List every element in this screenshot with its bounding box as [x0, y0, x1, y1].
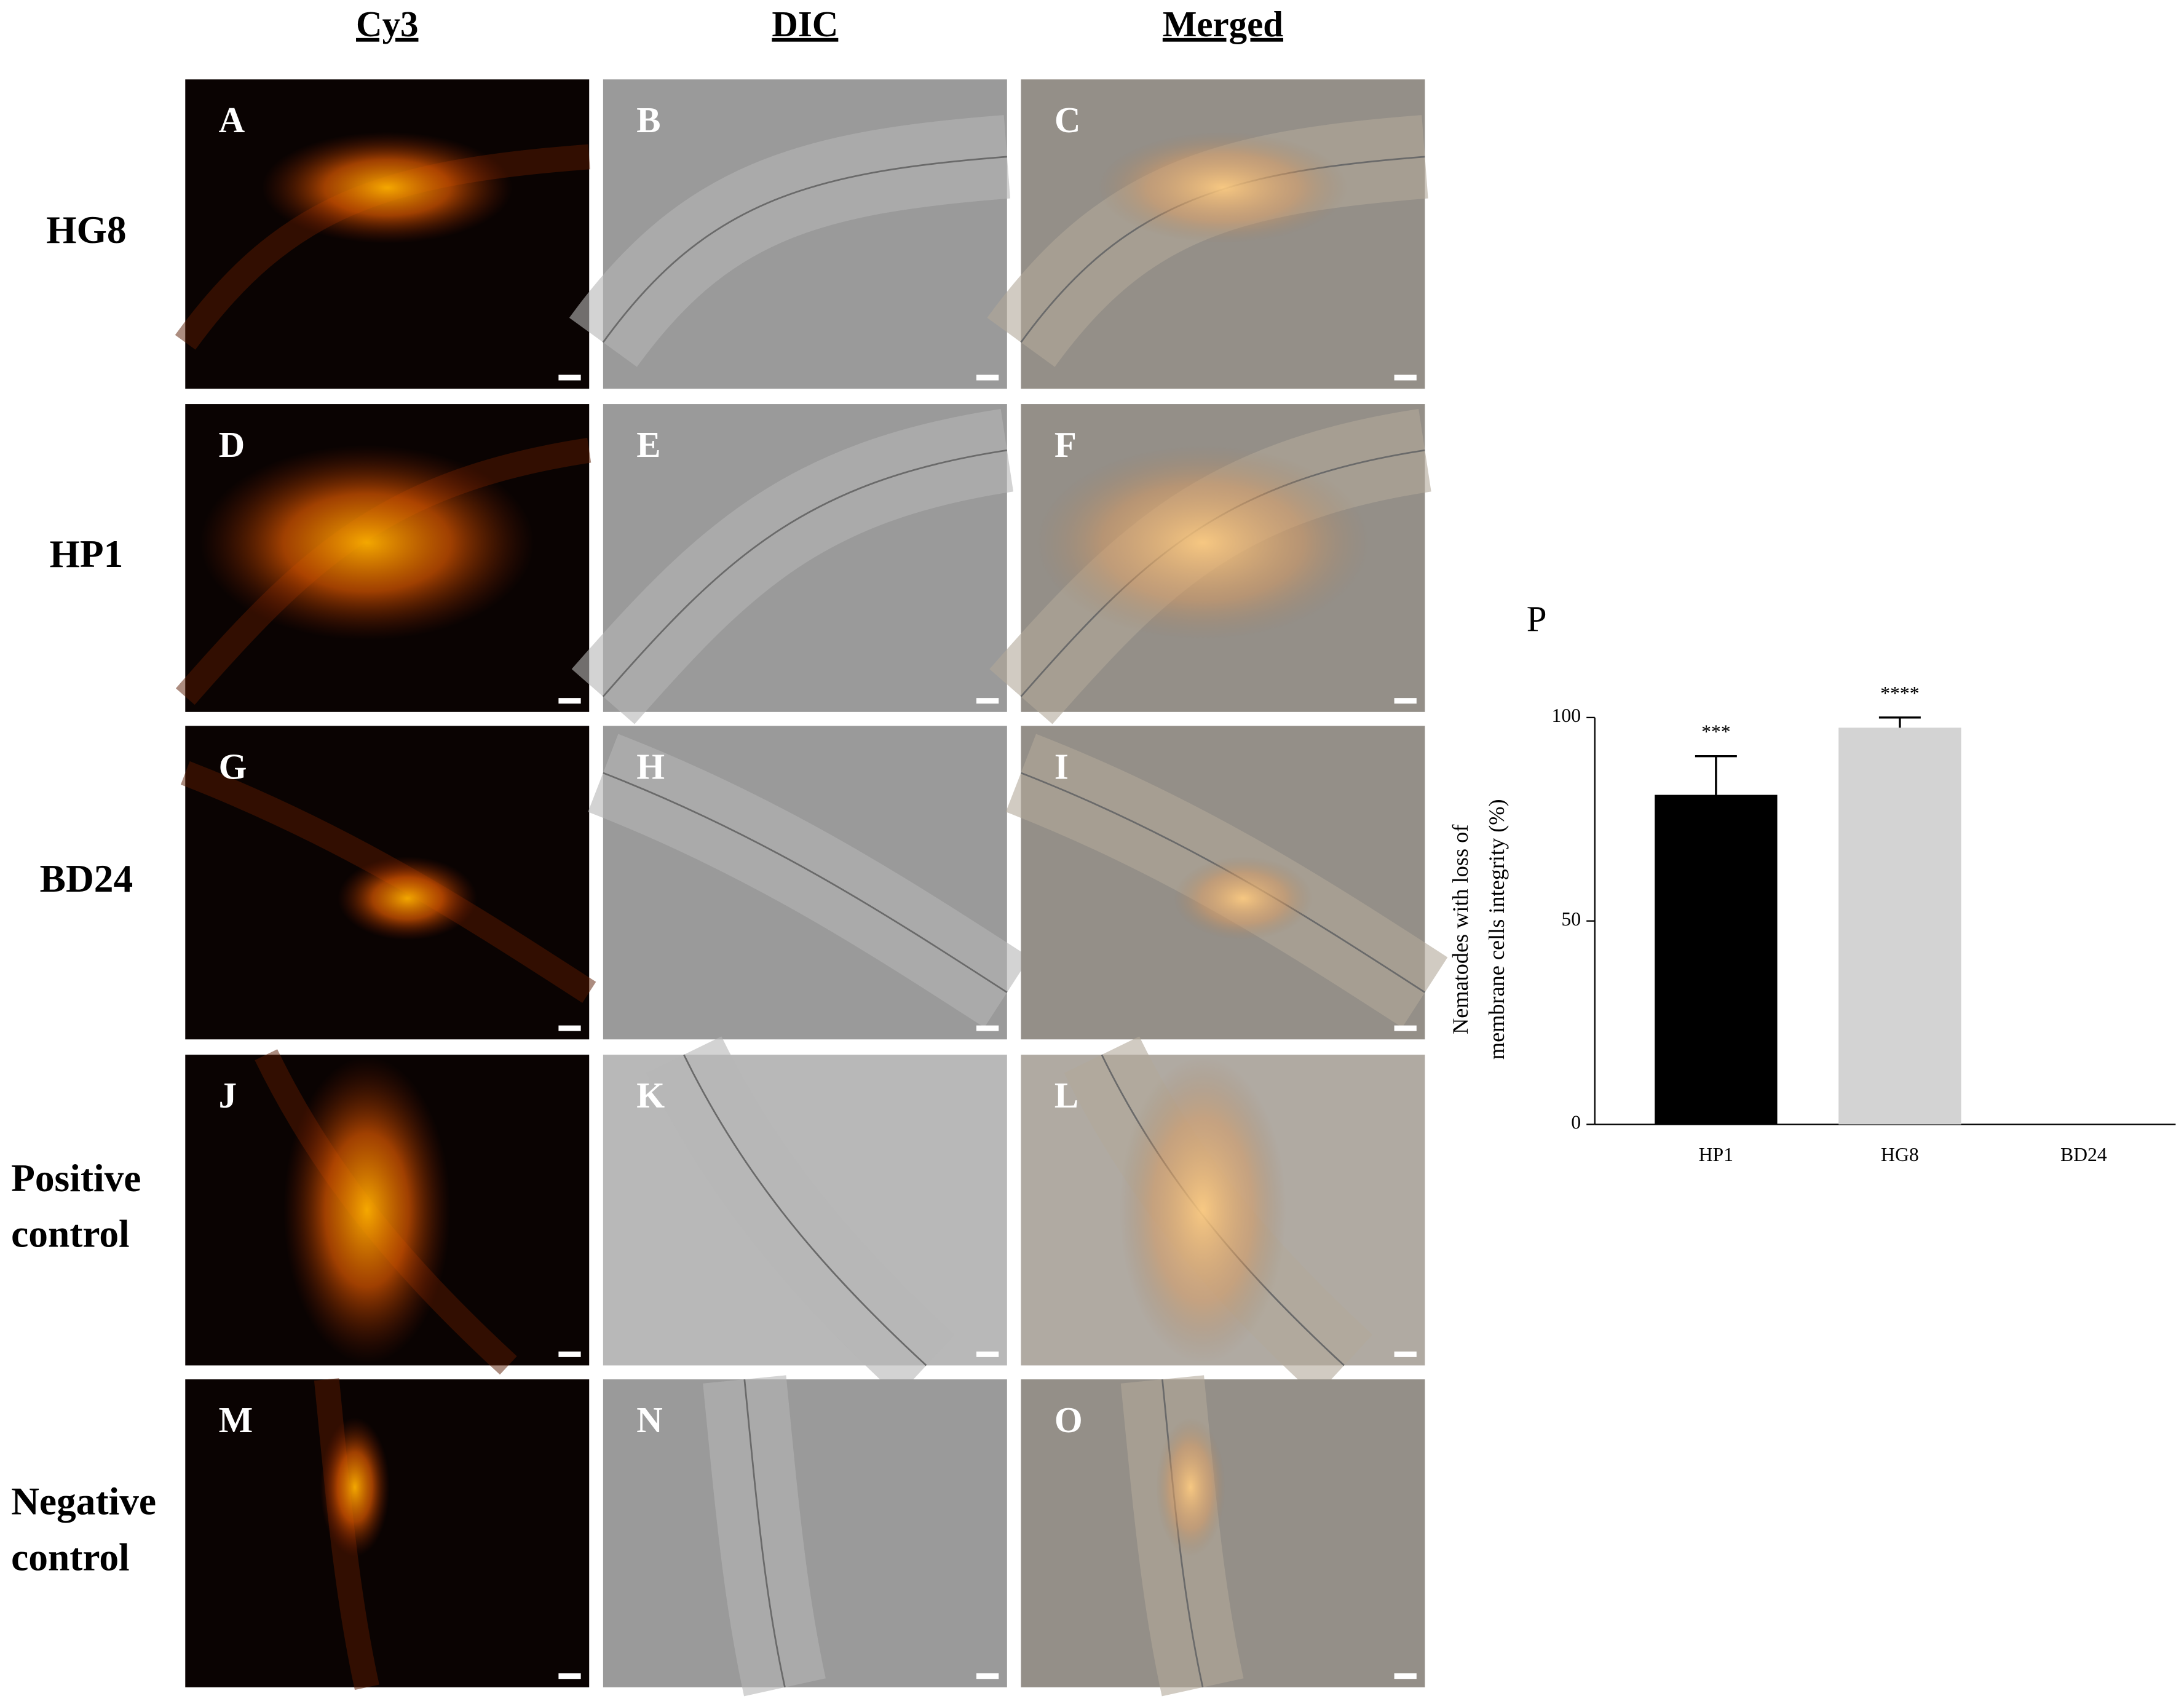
- y-axis-label: Nematodes with loss of: [1448, 824, 1473, 1034]
- error-bar: [1695, 755, 1737, 795]
- column-header: Merged: [1163, 4, 1283, 44]
- panel-label: P: [1527, 599, 1547, 639]
- row-label: HG8: [46, 208, 126, 252]
- scale-bar: [976, 1673, 999, 1679]
- y-tick-label: 0: [1571, 1112, 1581, 1133]
- fluorescence: [320, 1417, 390, 1557]
- x-tick-label: HG8: [1881, 1144, 1919, 1165]
- significance-label: ****: [1880, 683, 1919, 704]
- y-tick-label: 50: [1561, 908, 1581, 930]
- scale-bar: [976, 374, 999, 381]
- micrograph: I: [1005, 726, 1448, 1040]
- row-label: control: [11, 1212, 130, 1256]
- bar: [1838, 727, 1961, 1125]
- bar: [1655, 795, 1778, 1125]
- panel-letter: G: [219, 747, 247, 787]
- row-label: HP1: [50, 532, 124, 576]
- x-tick-label: HP1: [1699, 1144, 1733, 1165]
- micrograph: E: [571, 404, 1014, 724]
- micrograph: M: [185, 1378, 590, 1690]
- fluorescence: [1155, 1417, 1226, 1557]
- micrograph: K: [603, 1036, 1007, 1397]
- scale-bar: [976, 1025, 999, 1031]
- panel-letter: E: [636, 425, 660, 465]
- fluorescence: [1119, 1056, 1287, 1364]
- micrograph: D: [175, 404, 592, 712]
- panel-letter: A: [219, 100, 245, 140]
- panel-letter: O: [1054, 1400, 1083, 1440]
- fluorescence: [283, 1056, 451, 1364]
- scale-bar: [558, 1673, 581, 1679]
- worm-outline: [602, 156, 1007, 343]
- scale-bar: [558, 698, 581, 704]
- scale-bar: [1394, 1025, 1417, 1031]
- micrograph: C: [987, 79, 1428, 389]
- scale-bar: [1394, 1351, 1417, 1357]
- fluorescence: [1098, 132, 1348, 244]
- panel-letter: M: [219, 1400, 253, 1440]
- micrograph: B: [569, 79, 1011, 389]
- micrograph: J: [185, 1049, 590, 1375]
- column-header: DIC: [772, 4, 838, 44]
- micrograph: L: [1021, 1036, 1425, 1397]
- row-label: Positive: [11, 1156, 141, 1200]
- fluorescence: [1173, 856, 1313, 940]
- micrograph-background: [185, 1379, 590, 1687]
- micrograph: G: [180, 726, 596, 1040]
- scale-bar: [976, 1351, 999, 1357]
- y-tick-label: 100: [1552, 705, 1581, 726]
- fluorescence: [261, 132, 513, 244]
- scale-bar: [1394, 698, 1417, 704]
- worm-outline: [743, 1379, 786, 1688]
- scale-bar: [558, 1351, 581, 1357]
- panel-letter: B: [636, 100, 660, 140]
- scale-bar: [558, 1025, 581, 1031]
- worm-outline: [602, 449, 1008, 697]
- x-tick-label: BD24: [2060, 1144, 2107, 1165]
- fluorescence: [338, 856, 477, 940]
- micrograph: A: [175, 79, 590, 389]
- panel-letter: F: [1054, 425, 1077, 465]
- scale-bar: [976, 698, 999, 704]
- micrograph: O: [1021, 1375, 1425, 1697]
- fluorescence: [1035, 445, 1370, 640]
- row-label: Negative: [11, 1480, 156, 1523]
- scale-bar: [1394, 1673, 1417, 1679]
- micrograph: N: [603, 1375, 1007, 1697]
- panel-letter: D: [219, 425, 245, 465]
- column-header: Cy3: [356, 4, 418, 44]
- fluorescence: [200, 445, 534, 640]
- y-axis-label: membrane cells integrity (%): [1484, 799, 1509, 1060]
- panel-letter: N: [636, 1400, 663, 1440]
- error-bar: [1878, 716, 1921, 728]
- worm-outline: [683, 1054, 927, 1366]
- row-label: control: [11, 1535, 130, 1579]
- row-label: BD24: [40, 857, 133, 900]
- panel-letter: H: [636, 747, 665, 787]
- scale-bar: [1394, 374, 1417, 381]
- micrograph: H: [588, 726, 1030, 1040]
- worm-outline: [603, 772, 1008, 993]
- panel-letter: I: [1054, 747, 1069, 787]
- significance-label: ***: [1701, 721, 1731, 743]
- panel-letter: C: [1054, 100, 1081, 140]
- scale-bar: [558, 374, 581, 381]
- panel-letter: K: [636, 1076, 665, 1116]
- panel-letter: L: [1054, 1076, 1078, 1116]
- micrograph: F: [989, 404, 1431, 724]
- panel-letter: J: [219, 1076, 237, 1116]
- worm-body: [703, 1375, 826, 1697]
